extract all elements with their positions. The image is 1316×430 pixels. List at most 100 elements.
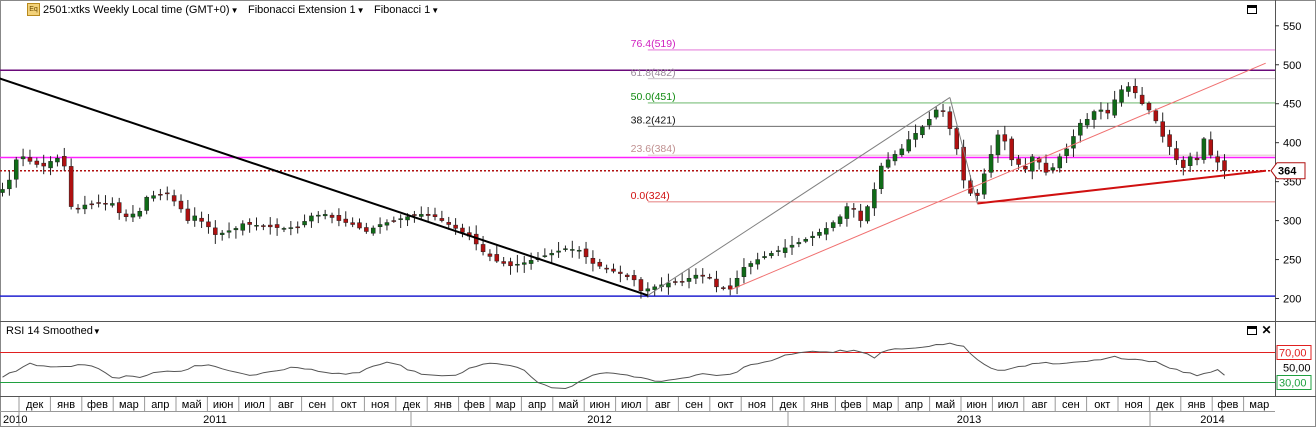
month-label: ноя: [1125, 399, 1143, 411]
candle-body-down: [62, 156, 67, 167]
candle-body-up: [1057, 156, 1062, 169]
month-label: авг: [1032, 399, 1048, 411]
candle-body-up: [913, 133, 918, 140]
month-label: дек: [26, 399, 44, 411]
candle-body-up: [817, 232, 822, 236]
candle-body-down: [391, 220, 397, 222]
price-tick-label: 400: [1283, 138, 1301, 150]
candle-body-down: [446, 222, 451, 225]
price-tick-label: 250: [1283, 255, 1301, 267]
candle-body-up: [55, 158, 60, 163]
instrument-dropdown[interactable]: 2501:xtks Weekly Local time (GMT+0)▼: [43, 3, 238, 18]
candle-body-up: [796, 242, 802, 245]
rsi-level-box: [1276, 345, 1312, 360]
study-fibonacci-dropdown[interactable]: Fibonacci 1▼: [374, 3, 439, 18]
candle-body-up: [892, 154, 898, 162]
study-fib-extension-dropdown[interactable]: Fibonacci Extension 1▼: [248, 3, 365, 18]
candle-body-up: [899, 148, 905, 155]
candle-body-down: [604, 267, 609, 270]
candle-body-down: [178, 200, 184, 210]
candle-body-down: [1133, 85, 1138, 94]
price-tick-label: 550: [1283, 21, 1301, 33]
candle-body-up: [219, 232, 225, 235]
candle-body-down: [954, 128, 960, 150]
year-label: 2011: [203, 414, 227, 426]
candle-body-up: [144, 196, 149, 211]
candle-body-down: [453, 224, 458, 229]
candle-body-up: [1201, 138, 1207, 160]
candle-body-down: [721, 287, 726, 289]
candle-body-up: [13, 159, 19, 180]
candle-body-up: [686, 278, 692, 282]
candle-body-up: [151, 195, 156, 199]
candle-body-up: [226, 230, 232, 233]
candle-body-up: [48, 161, 53, 169]
candle-body-down: [27, 157, 33, 162]
month-label: апр: [151, 399, 169, 411]
candle-body-down: [597, 261, 603, 267]
month-label: фев: [464, 399, 485, 411]
maximize-price-panel-button[interactable]: [1247, 5, 1257, 14]
month-label: янв: [1188, 399, 1206, 411]
candle-body-up: [1091, 111, 1097, 120]
month-label: июл: [998, 399, 1019, 411]
month-label: сен: [308, 399, 326, 411]
instrument-badge[interactable]: Eq: [27, 3, 40, 16]
candle-body-down: [1139, 94, 1145, 104]
close-rsi-panel-button[interactable]: ✕: [1261, 323, 1272, 337]
candle-body-down: [583, 248, 589, 258]
candle-body-up: [549, 253, 554, 256]
price-tick-label: 200: [1283, 294, 1301, 306]
candle-body-up: [810, 235, 815, 238]
month-label: ноя: [748, 399, 766, 411]
candle-body-up: [741, 267, 747, 277]
fibonacci-level-label: 23.6(384): [631, 143, 676, 155]
rsi-tick-label: 30,00: [1279, 378, 1307, 390]
candle-body-down: [261, 225, 266, 227]
chevron-down-icon: ▼: [431, 6, 440, 15]
price-tick-label: 300: [1283, 216, 1301, 228]
candle-body-up: [981, 173, 987, 195]
candle-body-up: [370, 227, 376, 234]
fibonacci-level-label: 61.8(482): [631, 67, 676, 79]
candle-body-down: [940, 110, 946, 112]
candle-body-up: [0, 189, 5, 193]
candle-body-down: [68, 166, 74, 207]
candle-body-up: [316, 214, 321, 217]
candle-body-up: [1098, 109, 1104, 112]
candle-body-up: [528, 260, 534, 264]
candle-body-up: [734, 278, 740, 288]
candle-body-up: [645, 288, 651, 292]
fibonacci-level-label: 76.4(519): [631, 38, 676, 50]
candle-body-down: [679, 281, 685, 283]
candle-body-down: [975, 192, 980, 196]
month-label: июл: [244, 399, 265, 411]
rsi-level-box: [1276, 375, 1312, 390]
trend-line: [647, 97, 951, 296]
candle-body-down: [1146, 103, 1152, 111]
month-label: июл: [621, 399, 642, 411]
candle-body-up: [556, 250, 561, 253]
candle-body-up: [137, 210, 143, 217]
candle-body-down: [700, 274, 705, 277]
chevron-down-icon: ▼: [356, 6, 365, 15]
candle-body-up: [110, 203, 115, 206]
month-label: авг: [278, 399, 294, 411]
candle-body-up: [803, 239, 808, 242]
candle-body-down: [274, 224, 280, 228]
candle-body-down: [247, 222, 252, 225]
month-label: мар: [496, 399, 516, 411]
candle-body-up: [920, 126, 925, 136]
month-label: янв: [57, 399, 75, 411]
year-label: 2013: [957, 414, 981, 426]
candle-body-up: [384, 222, 390, 226]
candle-body-down: [460, 227, 465, 233]
rsi-line: [2, 342, 1225, 390]
maximize-rsi-panel-button[interactable]: [1247, 326, 1257, 335]
candle-body-down: [89, 203, 94, 206]
candle-body-down: [1016, 158, 1021, 165]
candle-body-down: [947, 111, 953, 129]
rsi-dropdown[interactable]: RSI 14 Smoothed▼: [6, 325, 101, 337]
candle-body-up: [1126, 86, 1131, 92]
candle-body-up: [844, 206, 850, 219]
